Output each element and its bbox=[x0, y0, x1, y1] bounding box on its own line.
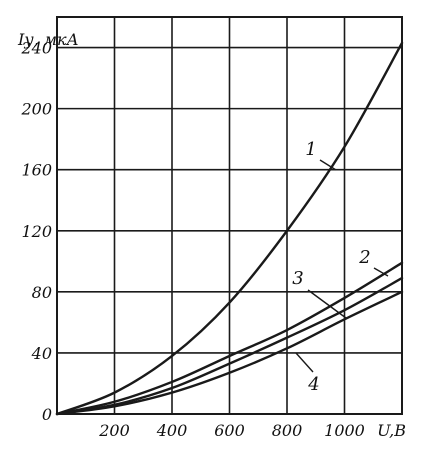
y-tick-label: 40 bbox=[31, 344, 52, 363]
y-tick-label: 0 bbox=[42, 405, 52, 424]
y-axis-title: Iу, мкА bbox=[17, 30, 79, 49]
series-1-leader bbox=[319, 159, 337, 171]
x-axis-title: U,В bbox=[377, 421, 406, 440]
series-3-leader bbox=[307, 289, 347, 319]
series-2-line bbox=[55, 261, 404, 416]
series-leaders: 1 2 3 4 bbox=[292, 139, 389, 395]
series-4-label: 4 bbox=[307, 374, 319, 395]
y-tick-label: 240 bbox=[20, 39, 52, 58]
x-tick-label: 800 bbox=[272, 421, 303, 440]
series-3-label: 3 bbox=[292, 268, 303, 289]
series-4-line bbox=[55, 290, 404, 416]
curves bbox=[55, 41, 404, 416]
series-1-label: 1 bbox=[305, 139, 316, 160]
y-tick-label: 200 bbox=[20, 100, 52, 119]
series-2-leader bbox=[373, 267, 389, 277]
y-tick-label: 160 bbox=[21, 161, 52, 180]
x-tick-label: 1000 bbox=[324, 421, 365, 440]
grid bbox=[56, 16, 403, 415]
tick-labels: 200 400 600 800 1000 0 40 80 120 160 200 240 U,В bbox=[20, 39, 406, 440]
series-2-label: 2 bbox=[358, 247, 370, 268]
x-tick-label: 200 bbox=[98, 421, 130, 440]
series-4-leader bbox=[295, 352, 314, 373]
series-3-line bbox=[55, 276, 404, 416]
series-1-line bbox=[55, 41, 404, 416]
y-tick-label: 80 bbox=[32, 283, 52, 302]
x-tick-label: 600 bbox=[214, 421, 245, 440]
y-tick-label: 120 bbox=[21, 222, 52, 241]
x-tick-label: 400 bbox=[156, 421, 188, 440]
